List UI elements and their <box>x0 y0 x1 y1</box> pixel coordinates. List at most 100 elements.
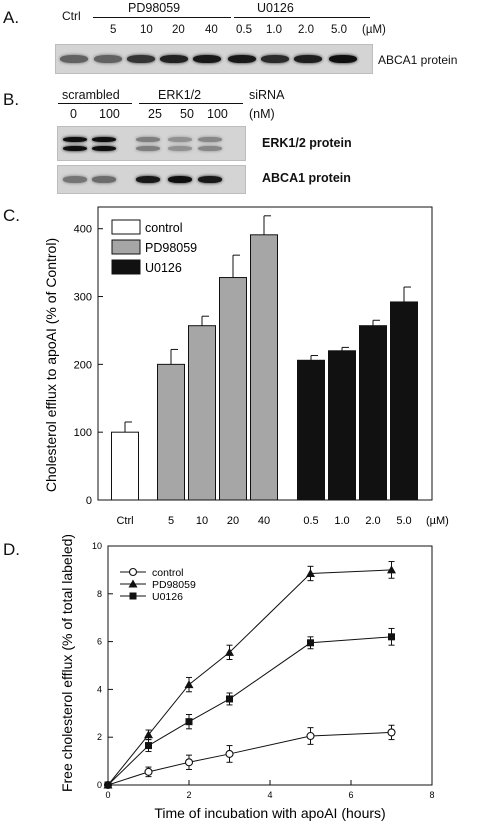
bar <box>111 431 139 501</box>
panel-d-axes: 0 2 4 6 8 10 0 2 4 6 8 <box>92 541 435 800</box>
blot-band <box>168 146 192 151</box>
blot-band <box>63 146 87 151</box>
data-point <box>185 718 193 726</box>
x-tick-label: 10 <box>196 515 208 527</box>
blot-band <box>193 55 221 63</box>
x-tick-label: 0 <box>105 790 110 800</box>
data-point <box>387 565 396 574</box>
x-tick-label: 2.0 <box>365 515 380 527</box>
panel-a-conc-label: 0.5 <box>236 24 252 36</box>
panel-a-conc-label: 20 <box>172 24 185 36</box>
panel-c-letter: C. <box>3 206 20 225</box>
panel-a-abca1-blot <box>55 44 373 74</box>
bar <box>328 350 356 501</box>
blot-band <box>127 55 155 63</box>
blot-band <box>198 137 222 142</box>
blot-band <box>168 176 192 183</box>
panel-b-unit-label: (nM) <box>249 107 275 121</box>
series-line <box>107 636 392 786</box>
panel-b-conc-label: 100 <box>207 107 228 121</box>
legend-label: PD98059 <box>152 579 196 591</box>
data-point <box>306 568 315 577</box>
blot-band <box>136 176 160 183</box>
bar <box>188 325 216 501</box>
panel-c-y-axis-label: Cholesterol efflux to apoAI (% of Contro… <box>43 238 59 492</box>
panel-b-conc-label: 0 <box>70 107 77 121</box>
blot-band <box>94 55 122 63</box>
blot-band <box>136 137 160 142</box>
panel-d-letter: D. <box>3 540 20 559</box>
data-point <box>307 639 314 647</box>
panel-b-blot2-label: ABCA1 protein <box>262 171 351 185</box>
panel-a-conc-label: 2.0 <box>298 24 314 36</box>
panel-a-conc-label: 10 <box>140 24 153 36</box>
data-point <box>144 730 153 739</box>
y-tick-label: 100 <box>74 427 92 439</box>
panel-b-letter: B. <box>3 90 20 109</box>
blot-band <box>228 55 256 63</box>
panel-a-group2-underline <box>234 17 370 18</box>
bar <box>219 277 247 501</box>
legend-swatch <box>111 239 141 255</box>
panel-b-conc-label: 50 <box>180 107 194 121</box>
blot-band <box>329 55 357 63</box>
x-tick-label: 0.5 <box>303 515 318 527</box>
panel-d-y-axis-label: Free cholesterol efflux (% of total labe… <box>59 535 75 792</box>
legend-swatch <box>111 259 141 275</box>
panel-a-letter: A. <box>3 8 20 27</box>
panel-b-abca1-blot <box>57 165 246 194</box>
blot-band <box>198 176 222 183</box>
y-tick-label: 400 <box>74 224 92 236</box>
panel-c-axes: 0 100 200 300 400 Ctrl 5 10 20 40 0.5 1.0 2.0 5.0 (µM) <box>74 206 449 527</box>
blot-band <box>92 176 116 183</box>
bar <box>297 359 325 501</box>
panel-c-bars <box>111 215 418 501</box>
blot-band <box>92 137 116 142</box>
data-point <box>104 781 112 789</box>
blot-band <box>63 137 87 142</box>
x-tick-label: Ctrl <box>116 515 133 527</box>
bar <box>250 234 278 501</box>
blot-band <box>261 55 289 63</box>
data-point <box>306 731 315 741</box>
blot-band <box>60 55 88 63</box>
panel-d-x-axis-label: Time of incubation with apoAI (hours) <box>154 805 385 821</box>
data-point <box>184 758 194 767</box>
data-point <box>129 592 137 600</box>
x-tick-label: 1.0 <box>334 515 349 527</box>
panel-b-group2-underline <box>139 103 243 104</box>
y-tick-label: 2 <box>97 732 102 742</box>
x-tick-label: 8 <box>429 790 434 800</box>
x-tick-label: 6 <box>348 790 353 800</box>
panel-b-conc-label: 100 <box>99 107 120 121</box>
x-tick-label: 5 <box>168 515 174 527</box>
legend-label: control <box>145 221 183 235</box>
x-tick-label: 5.0 <box>396 515 411 527</box>
panel-b-group1-underline <box>58 103 132 104</box>
data-point <box>184 680 194 689</box>
panel-a-group1-label: PD98059 <box>128 1 181 15</box>
panel-b-sirna-label: siRNA <box>249 88 285 102</box>
blot-band <box>63 176 87 183</box>
blot-band <box>168 137 192 142</box>
data-point <box>388 633 395 641</box>
blot-band <box>294 55 322 63</box>
panel-a-group2-label: U0126 <box>257 1 294 15</box>
panel-a-ctrl-label: Ctrl <box>62 9 81 23</box>
x-tick-label: 20 <box>227 515 239 527</box>
legend-swatch <box>111 219 141 235</box>
legend-label: U0126 <box>145 261 182 275</box>
data-point <box>144 767 153 776</box>
bar <box>390 301 418 501</box>
panel-d-line-chart: Free cholesterol efflux (% of total labe… <box>59 535 435 821</box>
data-point <box>226 695 233 703</box>
panel-a-group1-underline <box>93 17 231 18</box>
data-point <box>145 742 152 750</box>
series-line <box>107 731 392 786</box>
panel-a-conc-label: 40 <box>205 24 218 36</box>
legend-label: control <box>152 567 184 579</box>
data-point <box>128 567 138 577</box>
panel-a-conc-label: 5.0 <box>331 24 347 36</box>
blot-band <box>136 146 160 151</box>
